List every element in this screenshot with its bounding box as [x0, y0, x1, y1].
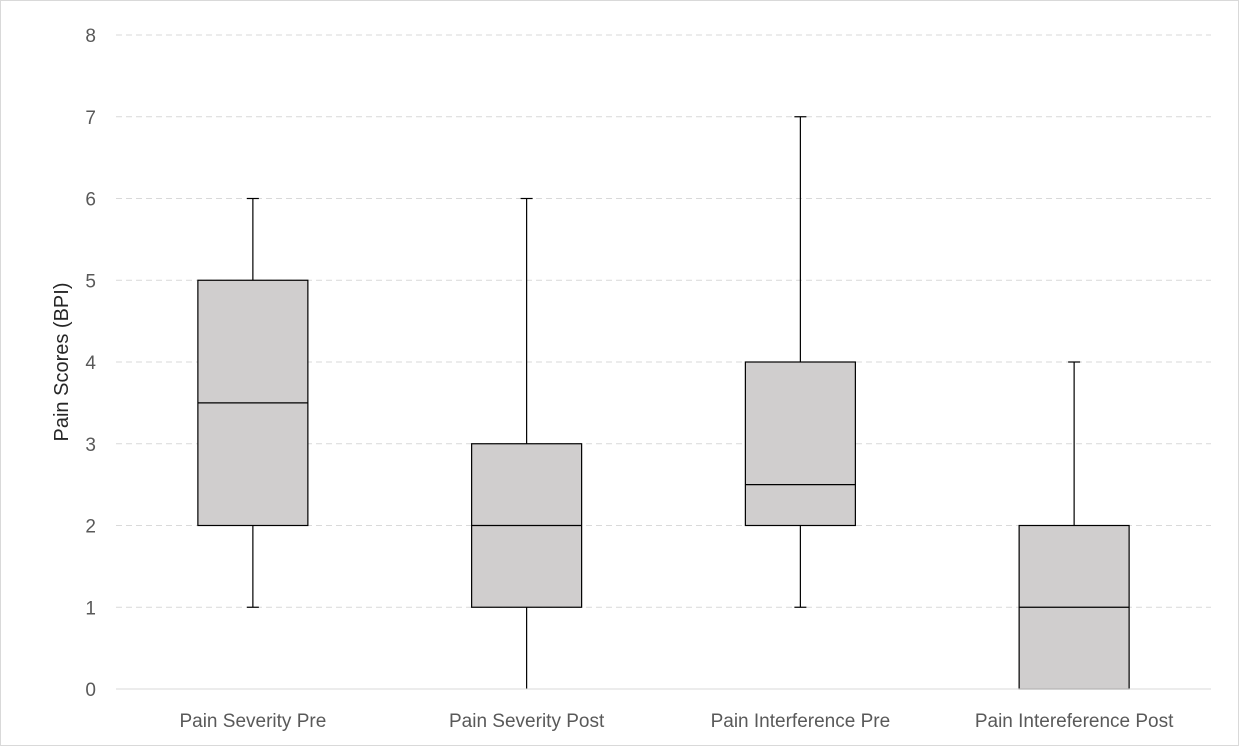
y-axis-title: Pain Scores (BPI) — [51, 283, 73, 442]
y-tick-label: 3 — [85, 435, 96, 456]
box-group — [471, 197, 583, 689]
boxes — [197, 116, 1130, 690]
y-tick-label: 2 — [85, 517, 96, 538]
box-group — [197, 197, 309, 608]
y-tick-label: 1 — [85, 598, 96, 619]
x-category-label: Pain Severity Pre — [179, 711, 326, 732]
x-category-label: Pain Intereference Post — [975, 711, 1174, 732]
y-tick-label: 6 — [85, 190, 96, 211]
iqr-box — [744, 361, 856, 527]
y-tick-label: 4 — [85, 353, 96, 374]
box-group — [744, 116, 856, 608]
x-category-label: Pain Severity Post — [449, 711, 605, 732]
y-tick-label: 5 — [85, 271, 96, 292]
y-tick-label: 8 — [85, 26, 96, 47]
y-axis-ticks: 0 1 2 3 4 5 6 7 8 — [85, 26, 96, 701]
x-axis-categories: Pain Severity Pre Pain Severity Post Pain … — [179, 711, 1174, 732]
box-group — [1018, 361, 1130, 690]
x-category-label: Pain Interference Pre — [711, 711, 891, 732]
y-tick-label: 7 — [85, 108, 96, 129]
y-tick-label: 0 — [85, 680, 96, 701]
